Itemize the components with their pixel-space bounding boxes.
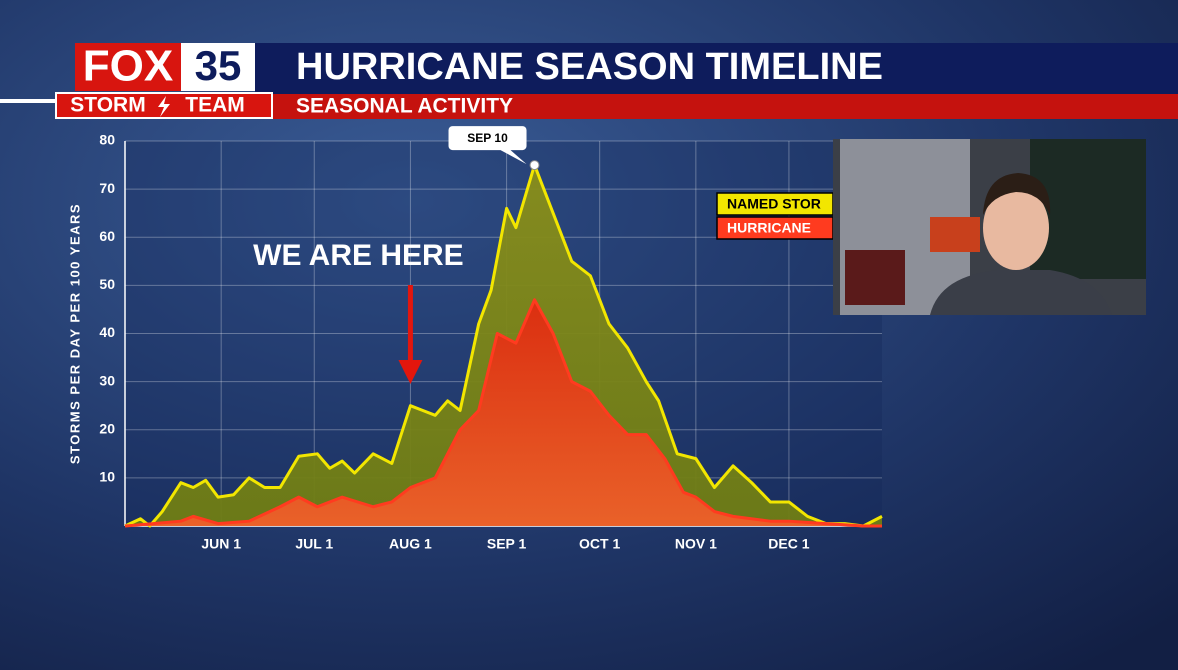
rule bbox=[0, 99, 56, 103]
y-tick-label: 60 bbox=[99, 228, 115, 244]
x-tick-label: JUL 1 bbox=[295, 536, 333, 552]
y-tick-label: 10 bbox=[99, 469, 115, 485]
x-tick-label: AUG 1 bbox=[389, 536, 432, 552]
y-axis-label: STORMS PER DAY PER 100 YEARS bbox=[67, 203, 82, 464]
y-tick-label: 30 bbox=[99, 372, 115, 388]
logo-storm: STORM bbox=[70, 94, 145, 117]
callout bbox=[448, 126, 527, 165]
logo-team: TEAM bbox=[185, 94, 245, 117]
logo-num: 35 bbox=[195, 42, 242, 89]
series-line bbox=[124, 298, 882, 528]
logo-box bbox=[75, 43, 181, 91]
video-case bbox=[930, 217, 980, 252]
logo-fox: FOX bbox=[83, 42, 173, 91]
y-tick-label: 20 bbox=[99, 420, 115, 436]
y-tick-label: 80 bbox=[99, 132, 115, 148]
video-inset bbox=[833, 139, 1146, 315]
x-tick-label: DEC 1 bbox=[768, 536, 809, 552]
legend-label: NAMED STOR bbox=[727, 196, 821, 212]
subtitle: SEASONAL ACTIVITY bbox=[296, 95, 513, 118]
x-tick-label: OCT 1 bbox=[579, 536, 620, 552]
title: HURRICANE SEASON TIMELINE bbox=[296, 46, 883, 88]
area-fill bbox=[125, 299, 882, 526]
y-tick-label: 70 bbox=[99, 180, 115, 196]
peak-marker bbox=[529, 160, 540, 171]
chart: 10 20 30 40 50 60 70 80 JUN 1 JUL 1 AUG 1 SEP 1 OCT … bbox=[67, 126, 883, 552]
bolt bbox=[158, 96, 170, 117]
x-tick-label: JUN 1 bbox=[201, 536, 241, 552]
subtitle-bar bbox=[272, 94, 1178, 119]
video-face bbox=[983, 186, 1049, 270]
video-suit bbox=[930, 270, 1112, 315]
video-case bbox=[845, 250, 905, 305]
x-tick-label: NOV 1 bbox=[675, 536, 717, 552]
y-tick-label: 40 bbox=[99, 324, 115, 340]
title-bar bbox=[255, 43, 1178, 94]
legend-label: HURRICANE bbox=[727, 220, 811, 236]
annotation-label: WE ARE HERE bbox=[253, 239, 464, 272]
annotation-label: SEP 10 bbox=[467, 131, 508, 145]
x-tick-label: SEP 1 bbox=[487, 536, 527, 552]
arrow-head bbox=[398, 360, 423, 384]
video-hair bbox=[983, 173, 1051, 215]
y-tick-label: 50 bbox=[99, 276, 115, 292]
series-line bbox=[124, 163, 883, 528]
logo-box bbox=[181, 43, 255, 91]
